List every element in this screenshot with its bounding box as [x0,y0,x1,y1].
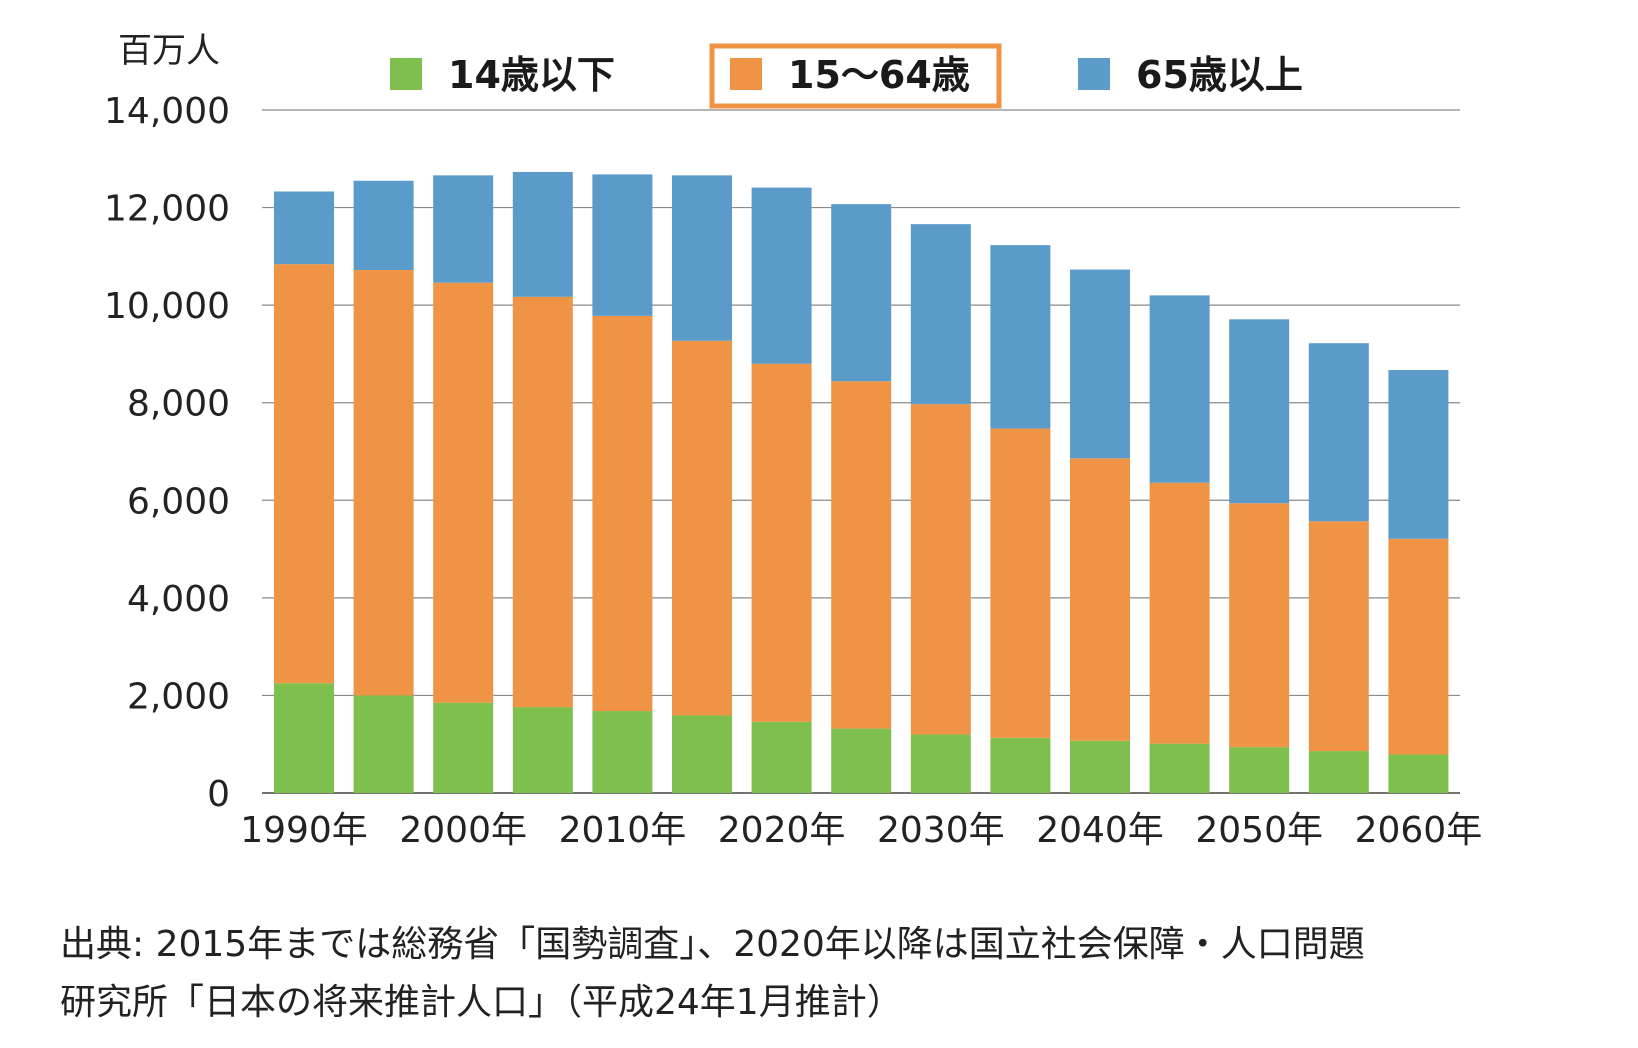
x-tick-label: 2010年 [559,810,687,851]
x-tick-label: 2050年 [1195,810,1323,851]
legend-swatch [730,58,762,90]
bar-segment-series-1 [353,695,414,793]
x-tick-label: 2060年 [1355,810,1483,851]
bar-segment-series-1 [1388,754,1449,793]
x-tick-label: 2020年 [718,810,846,851]
legend-swatch [390,58,422,90]
bar-segment-series-3 [1388,370,1449,539]
bar-segment-series-1 [910,734,971,793]
bar-segment-series-3 [910,224,971,405]
x-axis: 1990年 2000年 2010年 2020年 2030年 2040年 2050年 2060年 [240,810,1482,851]
bar-segment-series-2 [990,428,1051,738]
bar-segment-series-2 [592,315,653,712]
bar-segment-series-3 [512,171,573,297]
bar-segment-series-1 [1229,747,1290,793]
y-axis: 0 2,000 4,000 6,000 8,000 10,000 12,000 14,000 [104,91,230,815]
legend: 14歳以下 15〜64歳 65歳以上 [390,43,1303,109]
bar-segment-series-3 [672,175,732,341]
x-tick-label: 2040年 [1036,810,1164,851]
bar-segment-series-1 [1149,743,1210,793]
y-tick-label: 2,000 [127,676,230,717]
bar-segment-series-2 [1308,521,1369,752]
bar-segment-series-3 [274,191,334,265]
source-note: 出典: 2015年までは総務省「国勢調査」、2020年以降は国立社会保障・人口問… [60,916,1620,1032]
bar-segment-series-2 [353,270,414,696]
bar-segment-series-3 [1070,269,1130,459]
bar-segment-series-1 [433,702,494,793]
bar-segment-series-1 [831,728,892,793]
source-note-line-1: 出典: 2015年までは総務省「国勢調査」、2020年以降は国立社会保障・人口問… [60,924,1365,965]
bar-segment-series-2 [433,282,494,703]
bar-segment-series-1 [990,737,1051,793]
source-note-line-2: 研究所「日本の将来推計人口」（平成24年1月推計） [60,982,903,1023]
bar-segment-series-3 [1229,319,1290,504]
legend-label: 65歳以上 [1136,53,1303,97]
bar-segment-series-1 [751,721,812,793]
y-tick-label: 12,000 [104,189,230,230]
bar-segment-series-1 [1070,740,1130,793]
bar-segment-series-2 [1070,458,1130,741]
y-axis-unit-label: 百万人 [118,31,220,71]
x-tick-label: 1990年 [240,810,368,851]
y-tick-label: 10,000 [104,286,230,327]
bar-segment-series-3 [831,204,892,382]
y-tick-label: 14,000 [104,91,230,132]
bar-segment-series-2 [751,363,812,722]
bar-segment-series-3 [592,174,653,316]
y-tick-label: 0 [207,774,230,815]
bar-segment-series-1 [672,715,732,793]
legend-highlight-box [709,43,1002,109]
y-tick-label: 4,000 [127,579,230,620]
bar-segment-series-2 [512,296,573,708]
bar-segment-series-2 [274,264,334,684]
bar-segment-series-2 [1229,503,1290,748]
bar-segment-series-3 [751,187,812,364]
bar-segment-series-2 [1149,482,1210,744]
legend-label: 14歳以下 [448,53,615,97]
bar-segment-series-1 [274,683,334,793]
x-tick-label: 2000年 [399,810,527,851]
bar-segment-series-3 [1149,295,1210,483]
bar-segment-series-2 [831,381,892,729]
bar-segment-series-2 [910,404,971,735]
bar-segment-series-3 [1308,343,1369,522]
bar-segment-series-3 [990,245,1051,429]
bar-segment-series-1 [512,707,573,793]
bar-segment-series-2 [1388,538,1449,755]
bar-segment-series-3 [353,180,414,271]
legend-swatch [1078,58,1110,90]
bar-series [274,171,1449,793]
bar-segment-series-1 [592,711,653,793]
bar-segment-series-2 [672,340,732,716]
bar-segment-series-3 [433,175,494,283]
y-tick-label: 8,000 [127,384,230,425]
y-tick-label: 6,000 [127,481,230,522]
x-tick-label: 2030年 [877,810,1005,851]
bar-segment-series-1 [1308,751,1369,793]
legend-label: 15〜64歳 [788,53,970,97]
